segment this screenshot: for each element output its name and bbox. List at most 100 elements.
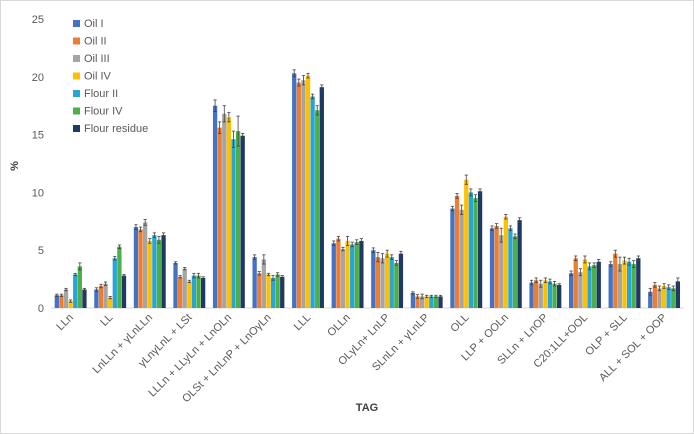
bar (596, 261, 601, 308)
bar (152, 235, 157, 308)
bar (568, 273, 574, 308)
bar (538, 283, 543, 308)
bar (661, 286, 667, 308)
bar (573, 258, 578, 308)
bar (375, 257, 381, 308)
bar (464, 179, 469, 308)
bar-group (410, 291, 443, 308)
bar (147, 240, 152, 308)
bar (666, 287, 671, 308)
bar (415, 296, 420, 308)
bar (280, 276, 285, 308)
bar (182, 268, 187, 308)
legend-label: Flour II (84, 88, 118, 100)
bar (468, 192, 474, 308)
bar (617, 264, 623, 308)
bar-group (450, 174, 483, 308)
bar (410, 292, 416, 308)
bar (156, 239, 162, 308)
bar (459, 209, 464, 308)
bar (591, 265, 597, 308)
bar (587, 266, 592, 308)
bar (143, 222, 148, 308)
bar (121, 275, 127, 308)
bar-group (54, 262, 87, 308)
x-tick-label: LLn (54, 312, 75, 333)
y-tick-label: 20 (32, 72, 44, 84)
bar (578, 272, 583, 308)
legend-item: Flour IV (73, 106, 123, 118)
bar (671, 288, 676, 308)
bar-group (568, 255, 601, 308)
bar (613, 253, 618, 308)
bar (429, 296, 434, 308)
legend-label: Flour IV (84, 106, 123, 118)
bar (543, 280, 548, 308)
x-tick-label: OLLn (325, 312, 353, 340)
x-tick-label: OLL (448, 312, 471, 335)
legend-swatch (73, 107, 80, 115)
bar (257, 273, 262, 308)
y-tick-label: 25 (32, 14, 44, 26)
bar (622, 260, 627, 308)
bar (534, 280, 539, 308)
bar (177, 276, 183, 308)
bar-group (489, 213, 522, 308)
legend-item: Flour residue (73, 123, 148, 135)
bar (336, 238, 341, 308)
bar (380, 258, 385, 308)
bar (117, 246, 122, 308)
bar (652, 284, 658, 308)
bar-group (648, 277, 681, 308)
bar-group (529, 277, 562, 308)
bar (389, 257, 394, 308)
bar (108, 297, 113, 308)
bar (608, 264, 613, 308)
bar (212, 105, 218, 308)
bar (305, 75, 311, 308)
bar (112, 258, 117, 308)
bar (419, 296, 425, 308)
legend-swatch (73, 37, 80, 45)
bar (235, 131, 241, 308)
bar (133, 227, 139, 308)
bar (73, 274, 78, 308)
bar-group (212, 99, 245, 308)
bar (552, 283, 557, 308)
legend-swatch (73, 125, 80, 132)
y-axis-title: % (9, 161, 21, 171)
bar (433, 296, 439, 308)
bar (424, 296, 429, 308)
bar-group (133, 219, 166, 308)
bar (240, 135, 245, 308)
x-tick-label: LL (98, 312, 115, 329)
bar (384, 253, 390, 308)
bar (626, 261, 632, 308)
bar (454, 195, 460, 308)
legend-swatch (73, 72, 80, 80)
bar (438, 296, 443, 308)
bar-group (94, 244, 127, 308)
bar (301, 80, 306, 309)
bar (489, 228, 495, 308)
y-tick-label: 5 (38, 245, 44, 257)
bar (345, 240, 350, 308)
legend-item: Oil III (73, 53, 110, 65)
bar (226, 117, 232, 308)
bar (503, 216, 508, 308)
bar (103, 283, 108, 308)
bar (310, 96, 315, 308)
bar (675, 281, 681, 308)
bar (266, 274, 271, 308)
bar-group (608, 249, 641, 308)
y-tick-label: 0 (38, 303, 44, 315)
legend-item: Oil II (73, 36, 107, 48)
bar (529, 282, 534, 308)
y-tick-label: 10 (32, 187, 44, 199)
bar (296, 82, 301, 308)
legend-label: Flour residue (84, 123, 148, 135)
bar (200, 277, 206, 308)
bar (636, 258, 641, 308)
